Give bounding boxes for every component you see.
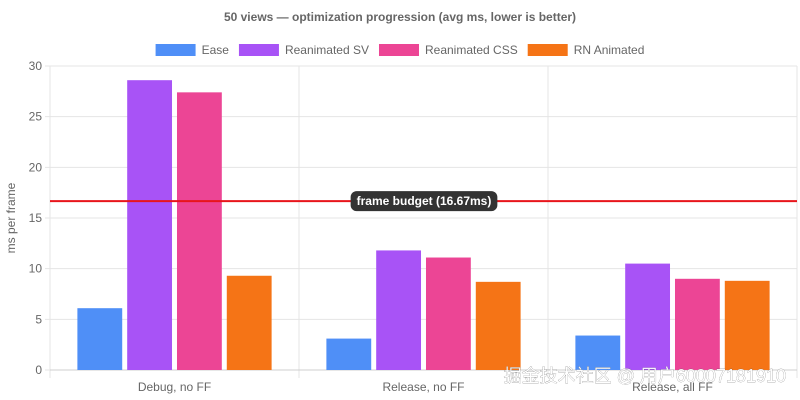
x-tick-label: Debug, no FF <box>138 380 211 394</box>
legend-swatch <box>155 44 196 56</box>
annotation-label: frame budget (16.67ms) <box>357 194 492 208</box>
bar-ease-0 <box>77 308 123 370</box>
bar-rn-animated-1 <box>475 281 521 370</box>
y-tick-label: 10 <box>29 262 43 276</box>
legend-label: Ease <box>202 43 230 57</box>
y-tick-label: 20 <box>29 160 43 174</box>
x-axis-ticks: Debug, no FF Release, no FF Release, all F… <box>138 380 713 394</box>
chart-title: 50 views — optimization progression (avg… <box>224 10 576 24</box>
legend-label: RN Animated <box>574 43 645 57</box>
bar-ease-2 <box>575 335 621 370</box>
y-tick-label: 30 <box>29 59 43 73</box>
bar-reanimated-sv-1 <box>376 250 422 370</box>
bars <box>77 80 770 370</box>
legend-item[interactable]: Reanimated SV <box>238 43 369 57</box>
y-axis-ticks: 0 5 10 15 20 25 30 <box>29 59 43 377</box>
bar-rn-animated-0 <box>226 275 272 370</box>
legend-label: Reanimated SV <box>285 43 369 57</box>
y-tick-label: 0 <box>35 363 42 377</box>
y-axis-label: ms per frame <box>4 182 18 253</box>
legend-item[interactable]: Ease <box>155 43 230 57</box>
legend-item[interactable]: Reanimated CSS <box>378 43 518 57</box>
legend-swatch <box>527 44 568 56</box>
bar-rn-animated-2 <box>724 280 770 370</box>
legend-label: Reanimated CSS <box>425 43 518 57</box>
annotation-background <box>350 191 498 212</box>
y-tick-label: 5 <box>35 312 42 326</box>
bar-reanimated-css-0 <box>176 92 222 370</box>
bar-ease-1 <box>326 338 372 370</box>
bar-reanimated-sv-2 <box>625 263 671 370</box>
frame-budget-label: frame budget (16.67ms) <box>350 191 498 212</box>
bar-reanimated-sv-0 <box>127 80 173 370</box>
x-tick-label: Release, no FF <box>382 380 464 394</box>
legend-swatch <box>238 44 279 56</box>
legend-swatch <box>378 44 419 56</box>
legend: Ease Reanimated SV Reanimated CSS RN Animat… <box>155 43 645 57</box>
watermark: 掘金技术社区 @ 用户60007181910 <box>504 366 786 386</box>
x-tick-label: Release, all FF <box>632 380 713 394</box>
y-tick-label: 15 <box>29 211 43 225</box>
y-tick-label: 25 <box>29 110 43 124</box>
legend-item[interactable]: RN Animated <box>527 43 645 57</box>
bar-reanimated-css-1 <box>425 257 471 370</box>
bar-reanimated-css-2 <box>674 278 720 370</box>
annotations: frame budget (16.67ms) <box>50 191 797 212</box>
